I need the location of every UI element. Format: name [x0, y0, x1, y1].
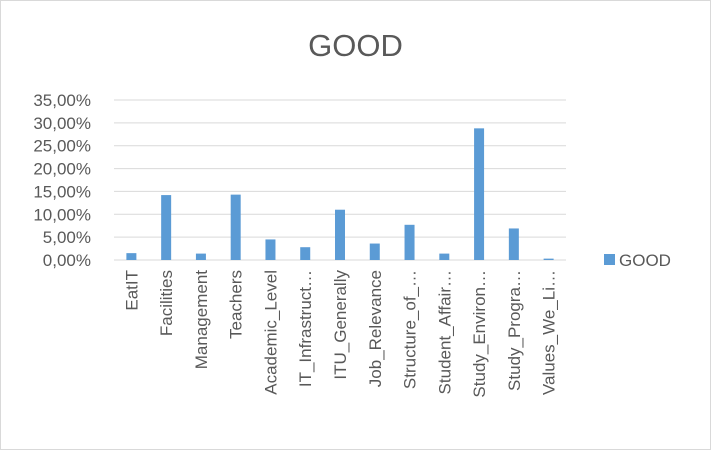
y-tick-label: 25,00% [33, 137, 91, 156]
bar [508, 228, 519, 260]
y-tick-label: 20,00% [33, 160, 91, 179]
x-tick-label: Facilities [157, 270, 176, 336]
x-tick-label: EatIT [122, 270, 141, 311]
x-tick-label: Values_We_Li… [540, 270, 559, 395]
bar [474, 128, 485, 260]
x-tick-label: Teachers [227, 270, 246, 339]
y-tick-label: 35,00% [33, 91, 91, 110]
bar [369, 243, 380, 260]
y-tick-label: 30,00% [33, 114, 91, 133]
y-tick-label: 0,00% [43, 251, 91, 270]
x-tick-label: Academic_Level [261, 270, 280, 395]
x-tick-label: Student_Affair… [435, 270, 454, 394]
bar [543, 258, 554, 260]
y-tick-label: 10,00% [33, 205, 91, 224]
bar [230, 194, 241, 260]
bar [265, 239, 276, 260]
x-tick-label: ITU_Generally [331, 270, 350, 380]
x-tick-label: Study_Progra… [505, 270, 524, 391]
bar [126, 253, 137, 260]
bar [300, 247, 311, 260]
x-tick-label: Job_Relevance [366, 270, 385, 387]
chart-title: GOOD [308, 28, 403, 63]
bar [161, 195, 172, 260]
legend-swatch [604, 254, 615, 265]
y-tick-label: 5,00% [43, 228, 91, 247]
bar [335, 209, 345, 260]
bar [439, 253, 450, 260]
bar [404, 224, 415, 260]
x-tick-label: Structure_of_… [401, 270, 420, 389]
bar [195, 253, 206, 260]
x-tick-label: Management [192, 270, 211, 370]
x-tick-label: IT_Infrastruct… [296, 270, 315, 387]
legend-label: GOOD [619, 251, 671, 270]
y-tick-label: 15,00% [33, 182, 91, 201]
x-tick-label: Study_Environ… [470, 270, 489, 398]
